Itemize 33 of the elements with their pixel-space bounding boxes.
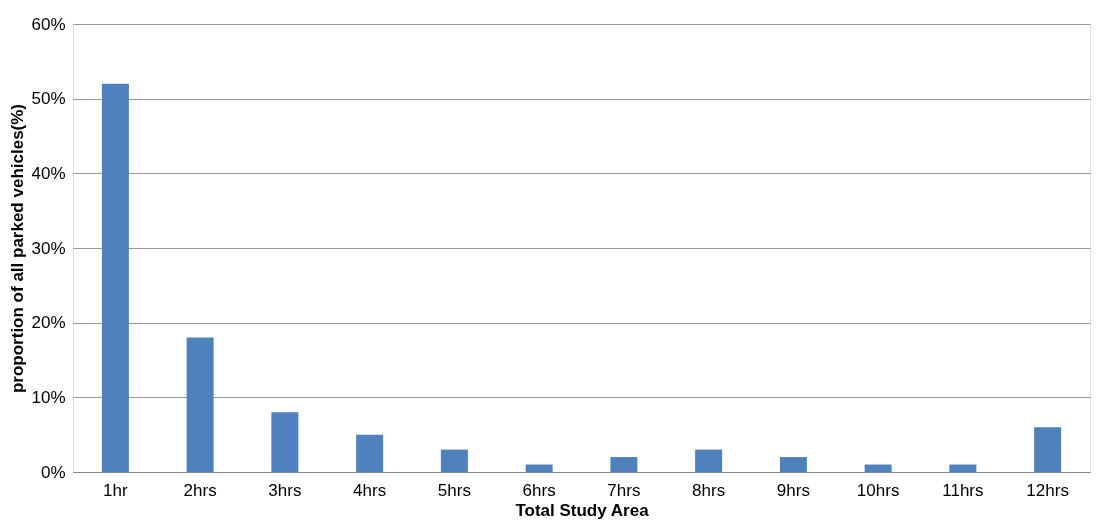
y-tick-label: 10% <box>31 387 66 407</box>
y-tick-label: 40% <box>31 163 66 183</box>
bar <box>610 457 638 472</box>
x-tick-label: 6hrs <box>522 480 556 500</box>
bar <box>356 434 384 472</box>
x-tick-label: 2hrs <box>183 480 217 500</box>
bar <box>949 464 977 472</box>
bar <box>440 449 468 472</box>
y-tick-label: 30% <box>31 238 66 258</box>
x-tick-label: 8hrs <box>692 480 726 500</box>
x-axis-title: Total Study Area <box>515 500 650 520</box>
y-axis-title: proportion of all parked vehicles(%) <box>8 103 28 394</box>
bar <box>525 464 553 472</box>
y-tick-label: 60% <box>31 14 66 34</box>
bar <box>186 337 214 472</box>
x-tick-label: 11hrs <box>942 480 984 500</box>
x-tick-label: 7hrs <box>607 480 641 500</box>
bar <box>695 449 723 472</box>
x-tick-label: 9hrs <box>776 480 810 500</box>
x-tick-label: 5hrs <box>437 480 471 500</box>
x-tick-label: 4hrs <box>353 480 387 500</box>
y-tick-label: 20% <box>31 313 66 333</box>
bar <box>271 412 299 472</box>
x-tick-label: 10hrs <box>856 480 900 500</box>
bar <box>864 464 892 472</box>
x-tick-label: 12hrs <box>1026 480 1069 500</box>
y-tick-label: 50% <box>31 89 66 109</box>
y-tick-label: 0% <box>40 462 66 482</box>
x-tick-label: 3hrs <box>268 480 302 500</box>
bar <box>1034 427 1062 472</box>
x-tick-label: 1hr <box>103 480 128 500</box>
bar <box>779 457 807 472</box>
bar <box>101 83 129 472</box>
